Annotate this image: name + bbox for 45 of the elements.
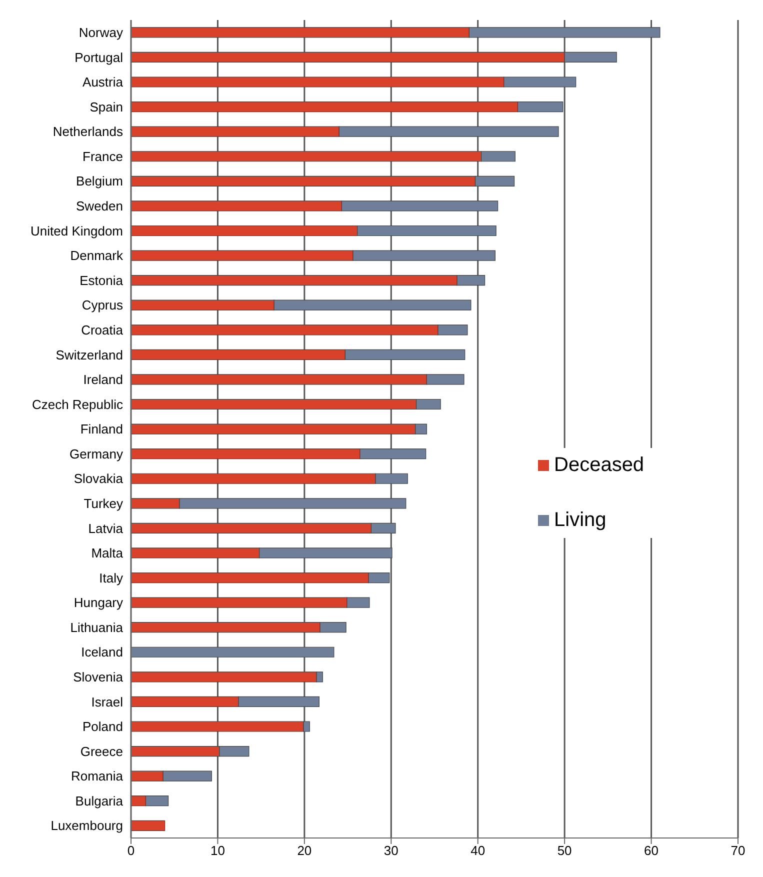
x-tick-label: 30 <box>384 843 398 858</box>
y-tick-label: Finland <box>80 422 123 437</box>
y-tick-label: France <box>82 148 123 164</box>
y-tick-label: Poland <box>82 719 123 734</box>
y-tick-label: Bulgaria <box>75 793 124 808</box>
y-tick-label: Malta <box>91 546 124 561</box>
y-tick-label: Belgium <box>76 174 123 189</box>
y-tick-label: Denmark <box>70 248 124 264</box>
y-tick-label: Ireland <box>83 372 123 388</box>
y-tick-label: Portugal <box>74 50 124 65</box>
y-tick-label: Italy <box>99 570 124 586</box>
y-tick-label: Switzerland <box>56 347 123 362</box>
x-tick-label: 20 <box>297 843 312 858</box>
y-tick-label: Czech Republic <box>32 396 124 412</box>
y-tick-label: Israel <box>91 694 124 710</box>
y-tick-label: Spain <box>90 99 123 114</box>
y-tick-label: Norway <box>78 25 124 40</box>
x-tick-label: 70 <box>730 843 746 858</box>
y-tick-label: Latvia <box>88 520 124 536</box>
y-tick-label: Lithuania <box>70 620 124 635</box>
y-tick-label: Sweden <box>76 198 123 214</box>
legend-label: Living <box>554 509 606 532</box>
y-tick-label: United Kingdom <box>30 223 123 238</box>
y-tick-label: Croatia <box>81 322 124 338</box>
bar <box>131 646 334 658</box>
x-tick-label: 50 <box>557 843 572 858</box>
y-tick-label: Hungary <box>74 595 124 610</box>
x-tick-label: 40 <box>470 843 486 858</box>
y-tick-label: Slovenia <box>73 669 124 684</box>
y-tick-label: Greece <box>80 744 123 759</box>
legend-label: Deceased <box>554 454 644 477</box>
y-tick-label: Slovakia <box>74 471 124 486</box>
y-tick-label: Turkey <box>84 496 124 511</box>
x-tick-label: 0 <box>127 843 135 858</box>
y-tick-label: Cyprus <box>82 298 124 313</box>
y-tick-label: Netherlands <box>52 124 124 140</box>
y-tick-label: Iceland <box>81 644 123 660</box>
x-tick-label: 60 <box>644 843 659 858</box>
bar <box>131 820 166 831</box>
y-tick-label: Austria <box>82 74 124 90</box>
y-tick-label: Germany <box>70 446 124 462</box>
y-tick-label: Luxembourg <box>50 818 123 834</box>
x-tick-label: 10 <box>210 843 225 858</box>
y-tick-label: Romania <box>70 768 124 784</box>
y-tick-label: Estonia <box>80 272 124 288</box>
